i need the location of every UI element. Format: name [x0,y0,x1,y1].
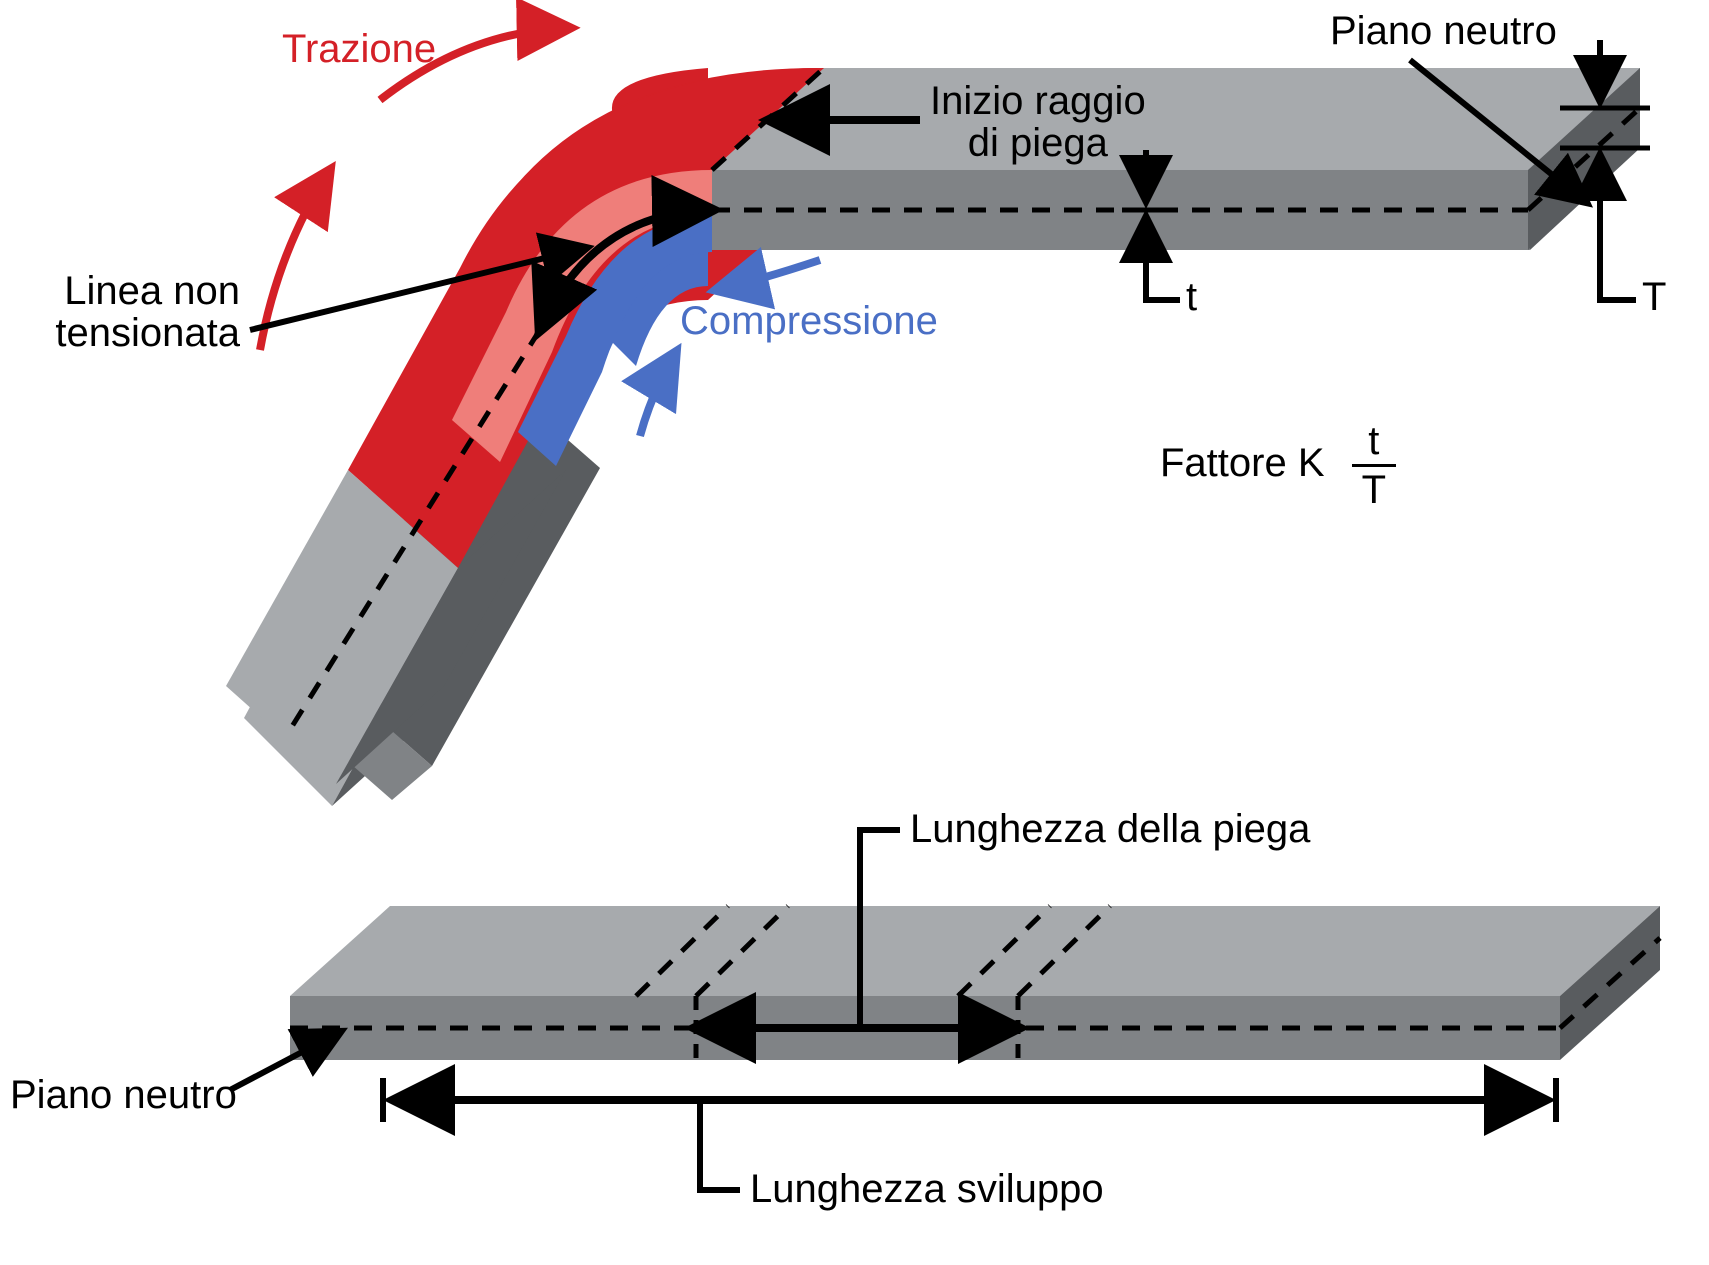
label-t-small: t [1186,276,1197,318]
fattore-k-fraction: t T [1352,420,1396,511]
label-T-big: T [1642,276,1666,318]
label-compressione: Compressione [680,300,938,342]
fattore-k-den: T [1352,467,1396,511]
label-linea-l2: tensionata [55,311,240,355]
fattore-k-text: Fattore K [1160,441,1325,485]
diagram-root: Trazione Inizio raggio di piega Piano ne… [0,0,1709,1265]
label-trazione: Trazione [282,28,436,70]
label-inizio-raggio-l2: di piega [968,121,1108,165]
label-linea-l1: Linea non [64,269,240,313]
label-piano-neutro-top: Piano neutro [1330,10,1557,52]
fattore-k-num: t [1352,420,1396,467]
diagram-svg [0,0,1709,1265]
label-lunghezza-sviluppo: Lunghezza sviluppo [750,1168,1104,1210]
label-piano-neutro-bottom: Piano neutro [10,1074,237,1116]
label-linea-non-tensionata: Linea non tensionata [20,270,240,354]
label-inizio-raggio-l1: Inizio raggio [930,79,1146,123]
label-fattore-k: Fattore K t T [1160,420,1396,511]
label-inizio-raggio: Inizio raggio di piega [930,80,1146,164]
label-lunghezza-piega: Lunghezza della piega [910,808,1310,850]
flat-slab [230,830,1660,1190]
